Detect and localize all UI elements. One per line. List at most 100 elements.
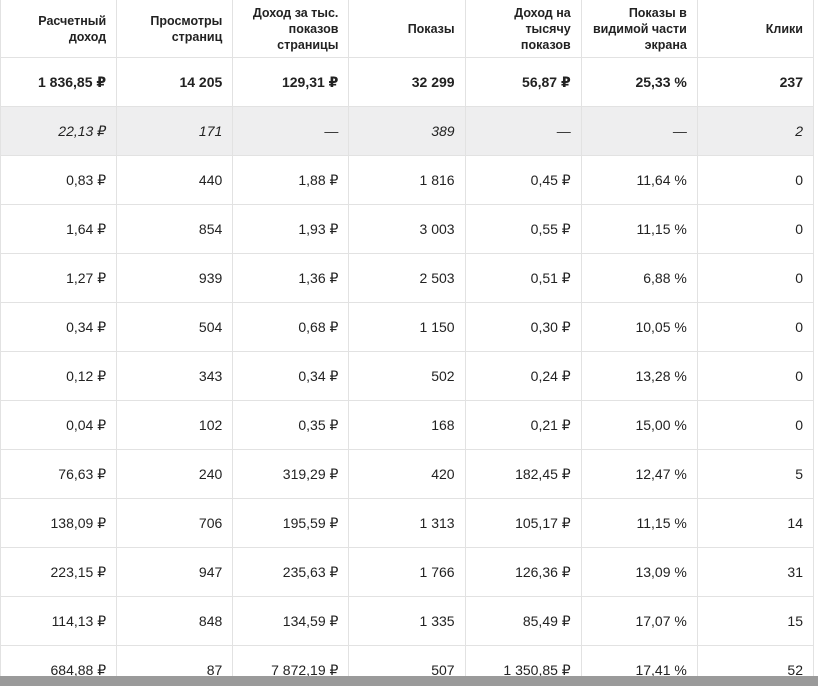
table-cell: 25,33 % [581,57,698,107]
table-cell: 1 766 [348,547,466,597]
table-cell: 1 313 [348,498,466,548]
table-cell: 129,31 ₽ [232,57,350,107]
table-cell: 102 [116,400,234,450]
table-cell: 706 [116,498,234,548]
table-cell: 17,07 % [581,596,698,646]
table-cell: 0,30 ₽ [465,302,582,352]
column-header-text: Расчетный доход [38,13,107,44]
table-cell: 440 [116,155,234,205]
data-row: 0,83 ₽440 1,88 ₽1 816 0,45 ₽11,64 % 0 [0,155,815,205]
table-cell: 0,24 ₽ [465,351,582,401]
table-cell: 134,59 ₽ [232,596,350,646]
table-cell: 848 [116,596,234,646]
table-cell: 502 [348,351,466,401]
table-cell: 2 [697,106,815,156]
table-cell: 182,45 ₽ [465,449,582,499]
table-cell: 235,63 ₽ [232,547,350,597]
table-cell: 0 [697,351,815,401]
table-cell: 13,28 % [581,351,698,401]
table-cell: 14 205 [116,57,234,107]
table-cell: 85,49 ₽ [465,596,582,646]
column-header-text: Показы в видимой части экрана [593,5,687,52]
table-cell: 0,68 ₽ [232,302,350,352]
table-cell: 138,09 ₽ [0,498,118,548]
table-cell: 947 [116,547,234,597]
data-row: 76,63 ₽240 319,29 ₽420 182,45 ₽12,47 % 5 [0,449,815,499]
table-cell: 171 [116,106,234,156]
table-cell: 168 [348,400,466,450]
data-row: 1,64 ₽854 1,93 ₽3 003 0,55 ₽11,15 % 0 [0,204,815,254]
column-header-text: Клики [765,21,803,36]
total-row: 1 836,85 ₽14 205 129,31 ₽32 299 56,87 ₽25,… [0,57,815,107]
column-header-text: Доход на тысячу показов [514,5,571,52]
table-cell: 10,05 % [581,302,698,352]
table-cell: 0,34 ₽ [0,302,118,352]
table-cell: 0,12 ₽ [0,351,118,401]
table-cell: 1,93 ₽ [232,204,350,254]
table-cell: 0,35 ₽ [232,400,350,450]
column-header[interactable]: Просмотры страниц [116,0,234,58]
table-cell: 0,45 ₽ [465,155,582,205]
table-cell: 11,15 % [581,204,698,254]
table-cell: 0,21 ₽ [465,400,582,450]
table-cell: 114,13 ₽ [0,596,118,646]
table-cell: 15,00 % [581,400,698,450]
table-cell: 1 150 [348,302,466,352]
table-cell: 56,87 ₽ [465,57,582,107]
table-cell: 0 [697,400,815,450]
data-row: 1,27 ₽939 1,36 ₽2 503 0,51 ₽6,88 % 0 [0,253,815,303]
header-row: Расчетный доход Просмотры страниц Доход за… [0,0,815,58]
table-cell: 389 [348,106,466,156]
table-cell: 0,55 ₽ [465,204,582,254]
table-cell: 2 503 [348,253,466,303]
table-cell: 420 [348,449,466,499]
table-cell: 0 [697,204,815,254]
table-cell: 11,64 % [581,155,698,205]
table-cell: 126,36 ₽ [465,547,582,597]
table-cell: 12,47 % [581,449,698,499]
column-header[interactable]: Клики [697,0,815,58]
column-header[interactable]: Показы [348,0,466,58]
table-cell: 854 [116,204,234,254]
table-cell: 76,63 ₽ [0,449,118,499]
table-cell: 0 [697,253,815,303]
table-cell: 15 [697,596,815,646]
table-cell: 5 [697,449,815,499]
table-cell: 195,59 ₽ [232,498,350,548]
table-cell: 14 [697,498,815,548]
table-cell: 1 816 [348,155,466,205]
column-header[interactable]: Показы в видимой части экрана [581,0,698,58]
table-cell: 237 [697,57,815,107]
table-cell: 0,83 ₽ [0,155,118,205]
table-cell: — [232,106,350,156]
column-header[interactable]: Доход на тысячу показов [465,0,582,58]
table-cell: 319,29 ₽ [232,449,350,499]
table-cell: 0 [697,302,815,352]
data-row: 0,34 ₽504 0,68 ₽1 150 0,30 ₽10,05 % 0 [0,302,815,352]
table-cell: 0,51 ₽ [465,253,582,303]
table-cell: 0,34 ₽ [232,351,350,401]
subtotal-row: 22,13 ₽171—389— —2 [0,106,815,156]
table-cell: 1,64 ₽ [0,204,118,254]
column-header[interactable]: Расчетный доход [0,0,118,58]
table-cell: 504 [116,302,234,352]
table-cell: 0,04 ₽ [0,400,118,450]
table-cell: 105,17 ₽ [465,498,582,548]
table-cell: 1,88 ₽ [232,155,350,205]
table-cell: 11,15 % [581,498,698,548]
table-cell: 0 [697,155,815,205]
column-header-text: Показы [407,21,455,36]
table-cell: 240 [116,449,234,499]
table-cell: 1 335 [348,596,466,646]
column-header[interactable]: Доход за тыс. показов страницы [232,0,350,58]
table-cell: — [581,106,698,156]
data-row: 114,13 ₽848 134,59 ₽1 335 85,49 ₽17,07 % 15 [0,596,815,646]
table-cell: 31 [697,547,815,597]
scrollbar [0,676,818,686]
table-cell: 1,36 ₽ [232,253,350,303]
table-cell: 22,13 ₽ [0,106,118,156]
data-row: 223,15 ₽947 235,63 ₽1 766 126,36 ₽13,09 % 3… [0,547,815,597]
column-header-text: Просмотры страниц [150,13,223,44]
